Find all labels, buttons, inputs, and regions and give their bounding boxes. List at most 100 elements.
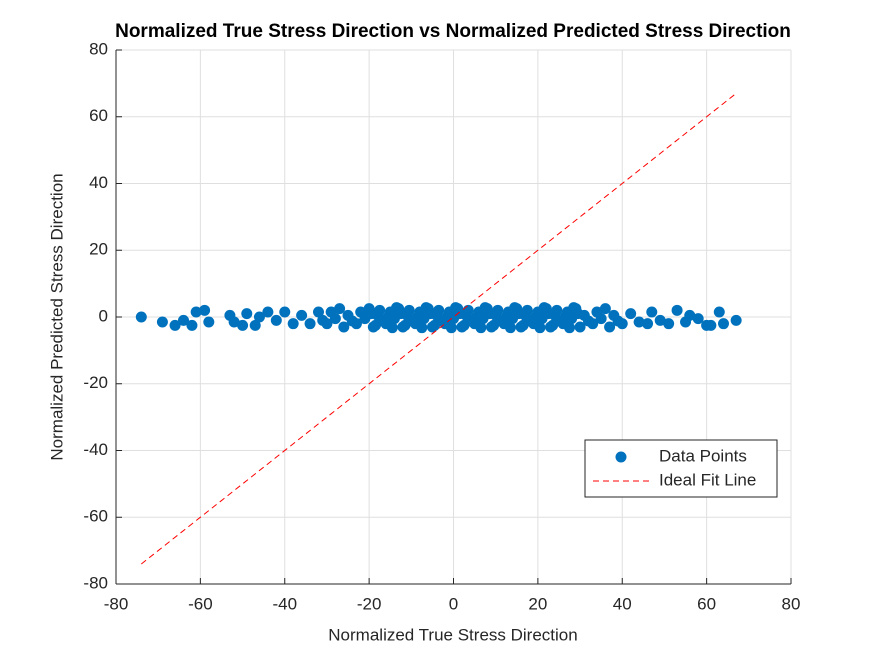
- y-tick-label: -40: [83, 440, 108, 459]
- data-point: [534, 322, 546, 334]
- y-tick-label: 60: [89, 106, 108, 125]
- data-point: [483, 308, 495, 320]
- data-point: [279, 306, 291, 318]
- data-point: [625, 308, 637, 320]
- ideal-fit-line: [141, 92, 737, 565]
- data-point: [500, 311, 512, 323]
- data-point: [270, 314, 282, 326]
- data-point: [386, 322, 398, 334]
- legend-box: [584, 439, 778, 498]
- x-tick-label: -20: [357, 594, 382, 613]
- data-point: [262, 306, 274, 318]
- data-point: [559, 311, 571, 323]
- data-point: [595, 313, 607, 325]
- data-point: [241, 308, 253, 320]
- data-point: [403, 304, 415, 316]
- data-point: [547, 319, 559, 331]
- y-tick-label: 20: [89, 240, 108, 259]
- data-point: [253, 311, 265, 323]
- data-point: [445, 322, 457, 334]
- x-axis-label: Normalized True Stress Direction: [328, 625, 577, 644]
- data-point: [599, 303, 611, 315]
- data-point: [633, 316, 645, 328]
- data-point: [705, 319, 717, 331]
- data-point: [730, 314, 742, 326]
- data-point: [604, 321, 616, 333]
- y-tick-label: 80: [89, 39, 108, 58]
- data-point: [249, 319, 261, 331]
- y-tick-label: 0: [99, 306, 108, 325]
- data-point: [671, 304, 683, 316]
- data-point: [287, 318, 299, 330]
- legend-label: Data Points: [659, 446, 747, 465]
- data-point: [646, 306, 658, 318]
- data-point: [135, 311, 147, 323]
- data-point: [587, 318, 599, 330]
- y-tick-label: 40: [89, 173, 108, 192]
- data-point: [488, 319, 500, 331]
- y-axis-label: Normalized Predicted Stress Direction: [47, 173, 66, 460]
- data-point: [564, 322, 576, 334]
- x-tick-label: -80: [104, 594, 129, 613]
- legend-swatch: [615, 451, 627, 463]
- data-point: [237, 319, 249, 331]
- data-point: [382, 311, 394, 323]
- data-point: [504, 322, 516, 334]
- data-point: [156, 316, 168, 328]
- data-point: [513, 308, 525, 320]
- chart-title: Normalized True Stress Direction vs Norm…: [115, 21, 791, 42]
- data-point: [304, 318, 316, 330]
- x-tick-label: 40: [613, 594, 632, 613]
- data-point: [713, 306, 725, 318]
- data-point: [178, 314, 189, 326]
- data-point: [321, 318, 333, 330]
- data-point: [684, 309, 696, 321]
- data-point: [433, 304, 445, 316]
- y-tick-label: -80: [83, 573, 108, 592]
- data-point: [313, 306, 324, 318]
- data-point: [350, 318, 362, 330]
- x-tick-label: 0: [449, 594, 458, 613]
- data-point: [616, 318, 628, 330]
- data-point: [169, 319, 181, 331]
- data-point: [663, 318, 675, 330]
- data-point: [190, 306, 202, 318]
- data-point: [365, 308, 377, 320]
- data-point: [542, 308, 554, 320]
- data-point: [203, 316, 215, 328]
- x-tick-label: 20: [528, 594, 547, 613]
- data-point: [642, 318, 654, 330]
- data-point: [530, 311, 542, 323]
- data-point: [416, 322, 428, 334]
- data-point: [395, 308, 407, 320]
- data-point: [424, 308, 436, 320]
- data-point: [412, 311, 424, 323]
- data-point: [329, 313, 341, 325]
- data-point: [186, 319, 198, 331]
- data-point: [551, 304, 563, 316]
- x-tick-label: 60: [697, 594, 716, 613]
- data-point: [517, 319, 529, 331]
- data-point: [521, 304, 533, 316]
- data-point: [654, 314, 666, 326]
- data-point: [228, 316, 240, 328]
- x-tick-label: 80: [782, 594, 801, 613]
- data-point: [718, 318, 729, 330]
- data-point: [492, 304, 504, 316]
- y-tick-label: -60: [83, 507, 108, 526]
- data-point: [429, 319, 441, 331]
- data-point: [692, 313, 704, 325]
- data-point: [572, 308, 584, 320]
- data-point: [454, 308, 466, 320]
- data-point: [338, 321, 350, 333]
- x-tick-label: -60: [188, 594, 213, 613]
- data-point: [296, 309, 308, 321]
- data-point: [471, 311, 483, 323]
- legend-label: Ideal Fit Line: [659, 470, 756, 489]
- y-tick-label: -20: [83, 373, 108, 392]
- data-point: [374, 304, 386, 316]
- data-point: [458, 319, 470, 331]
- x-tick-label: -40: [272, 594, 297, 613]
- data-point: [441, 311, 453, 323]
